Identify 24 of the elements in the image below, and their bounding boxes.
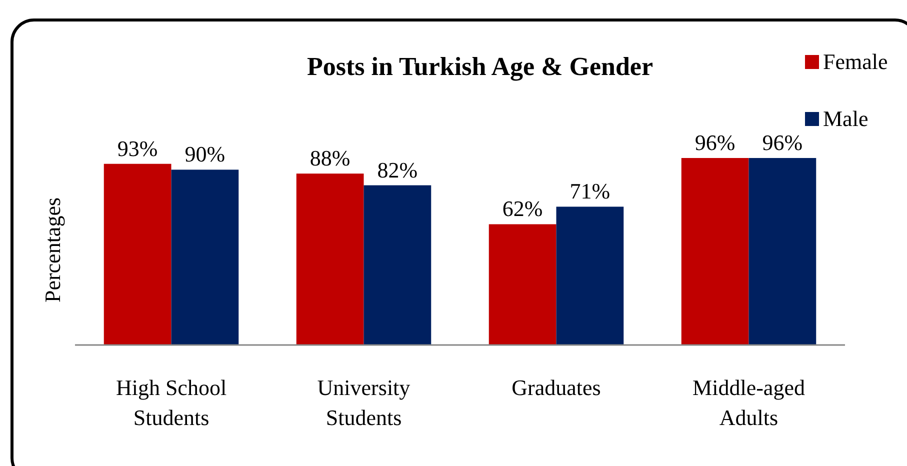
bar [681, 158, 749, 345]
data-label: 90% [184, 142, 226, 167]
bar [104, 164, 172, 345]
bar [488, 224, 556, 345]
data-label: 93% [117, 136, 158, 161]
bar [364, 185, 432, 345]
data-label: 96% [694, 130, 736, 155]
data-label: 96% [762, 130, 803, 155]
data-label: 88% [310, 146, 350, 171]
data-label: 71% [570, 178, 610, 204]
legend-label: Female [823, 49, 888, 74]
x-tick-label: Middle-aged Adults [692, 375, 805, 430]
x-tick-label: High School Students [116, 375, 227, 430]
x-tick-label: University Students [317, 375, 410, 430]
bar [171, 170, 239, 345]
legend-label: Male [823, 106, 868, 131]
bar [748, 158, 816, 345]
bar [556, 206, 624, 345]
chart-title: Posts in Turkish Age & Gender [306, 52, 654, 81]
data-label: 82% [377, 157, 418, 182]
bar [296, 174, 364, 345]
y-axis-title: Percentages [40, 197, 65, 303]
x-tick-label: Graduates [512, 375, 601, 400]
data-label: 62% [502, 196, 543, 222]
